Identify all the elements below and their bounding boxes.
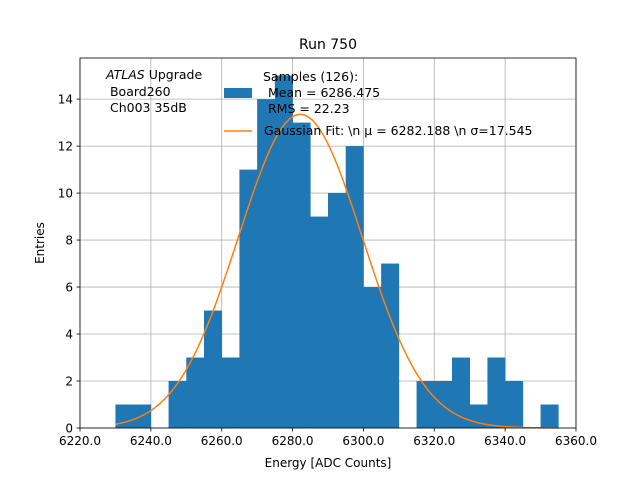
legend: Samples (126): Mean = 6286.475 RMS = 22.… bbox=[224, 69, 533, 138]
gaussian-fit-curve bbox=[115, 113, 559, 429]
histogram-bar bbox=[204, 310, 223, 428]
histogram-bar bbox=[310, 216, 329, 428]
legend-histogram-line-1: Samples (126): bbox=[263, 69, 358, 84]
annotation-line-1: ATLAS Upgrade bbox=[105, 67, 202, 82]
annotation-line-2: Board260 bbox=[106, 84, 171, 99]
x-tick-label: 6300.0 bbox=[342, 434, 384, 448]
histogram-bar bbox=[239, 169, 258, 429]
histogram-bars bbox=[115, 75, 559, 429]
y-tick-label: 12 bbox=[58, 140, 73, 154]
histogram-bar bbox=[487, 357, 506, 428]
histogram-bar bbox=[274, 75, 293, 428]
axes: 6220.0 6240.0 6260.0 6280.0 6300.0 6320.0 6340… bbox=[58, 57, 597, 448]
histogram-bar bbox=[505, 381, 524, 428]
annotation-text: ATLAS Upgrade Board260 Ch003 35dB bbox=[105, 67, 202, 115]
y-tick-label: 10 bbox=[58, 187, 73, 201]
y-tick-label: 14 bbox=[58, 93, 73, 107]
histogram-bar bbox=[221, 357, 240, 428]
x-tick-label: 6340.0 bbox=[484, 434, 526, 448]
annotation-upgrade: Upgrade bbox=[145, 67, 203, 82]
y-tick-label: 4 bbox=[65, 328, 73, 342]
histogram-bar bbox=[257, 99, 276, 428]
x-axis-label: Energy [ADC Counts] bbox=[265, 456, 392, 470]
axes-frame bbox=[79, 57, 577, 429]
annotation-line-3: Ch003 35dB bbox=[106, 100, 187, 115]
x-tick-label: 6220.0 bbox=[59, 434, 101, 448]
histogram-bar bbox=[416, 381, 435, 428]
x-tick-label: 6240.0 bbox=[130, 434, 172, 448]
annotation-atlas: ATLAS bbox=[105, 67, 145, 82]
y-axis-label: Entries bbox=[33, 222, 47, 264]
histogram-bar bbox=[328, 193, 347, 428]
histogram-bar bbox=[168, 381, 187, 428]
histogram-bar bbox=[186, 357, 205, 428]
legend-histogram-line-2: Mean = 6286.475 bbox=[268, 85, 380, 100]
histogram-bar bbox=[292, 122, 311, 428]
y-tick-label: 0 bbox=[65, 422, 73, 436]
histogram-bar bbox=[363, 287, 382, 428]
y-tick-label: 2 bbox=[65, 375, 73, 389]
x-tick-label: 6360.0 bbox=[555, 434, 597, 448]
legend-histogram-swatch bbox=[224, 88, 252, 98]
x-tick-label: 6260.0 bbox=[201, 434, 243, 448]
chart-title: Run 750 bbox=[299, 37, 357, 53]
histogram-bar bbox=[115, 404, 134, 428]
y-tick-label: 8 bbox=[65, 234, 73, 248]
x-tick-label: 6280.0 bbox=[272, 434, 314, 448]
legend-fit-label: Gaussian Fit: \n μ = 6282.188 \n σ=17.54… bbox=[264, 123, 533, 138]
histogram-bar bbox=[434, 381, 453, 428]
x-tick-label: 6320.0 bbox=[413, 434, 455, 448]
y-tick-label: 6 bbox=[65, 281, 73, 295]
legend-histogram-line-3: RMS = 22.23 bbox=[268, 101, 350, 116]
histogram-bar bbox=[381, 263, 400, 428]
histogram-bar bbox=[452, 357, 471, 428]
histogram-bar bbox=[540, 404, 559, 428]
histogram-bar bbox=[345, 146, 364, 428]
